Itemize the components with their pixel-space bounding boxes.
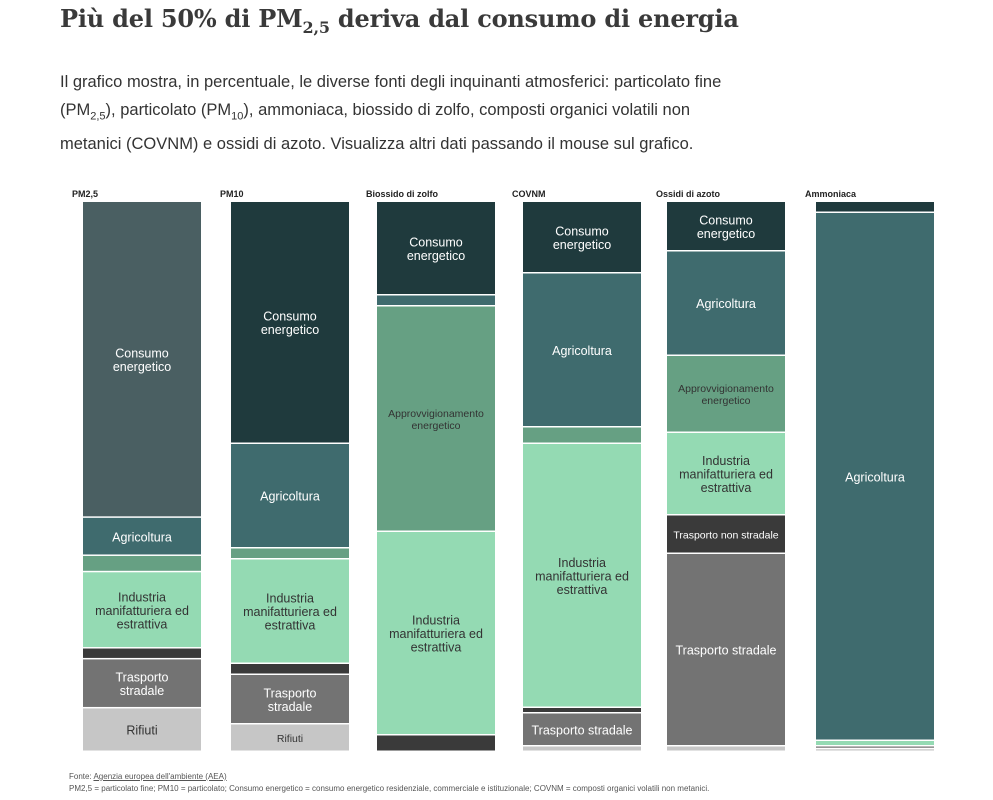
segment-label: Consumo energetico [113,347,171,375]
segment-industria-manifatturiera-ed-estrattiva[interactable] [816,741,934,745]
column-ossidi-di-azoto[interactable]: Ossidi di azoto Consumo energetico Agricolt… [656,189,785,751]
segment-trasporto-non-stradale[interactable] [83,648,201,658]
segment-rifiuti[interactable] [83,708,201,751]
segment-consumo-energetico[interactable] [231,202,349,443]
source-line: Fonte: Agenzia europea dell'ambiente (AE… [69,771,709,783]
segment-trasporto-non-stradale[interactable] [377,735,495,751]
column-title: Biossido di zolfo [366,189,438,199]
segment-label: Trasporto stradale [532,723,633,737]
segment-label: Agricoltura [112,530,172,544]
segment-label: Approvvigionamento energetico [678,383,774,407]
segment-label: Consumo energetico [553,224,611,252]
segment-agricoltura[interactable] [667,251,785,355]
segment-industria-manifatturiera-ed-estrattiva[interactable] [83,572,201,648]
segment-label: Consumo energetico [261,310,319,338]
segment-rifiuti[interactable] [523,746,641,751]
column-title: Ammoniaca [805,189,857,199]
segment-approvvigionamento-energetico[interactable] [231,548,349,559]
chart-description: Il grafico mostra, in percentuale, le di… [60,68,750,158]
segment-agricoltura[interactable] [83,517,201,555]
segment-agricoltura[interactable] [377,295,495,306]
segment-trasporto-non-stradale[interactable] [231,664,349,674]
segment-agricoltura[interactable] [231,444,349,547]
segment-label: Agricoltura [696,297,756,311]
title-subscript: 2,5 [302,17,330,37]
segment-trasporto-stradale[interactable] [83,659,201,707]
segment-label: Consumo energetico [407,235,465,263]
segment-trasporto-non-stradale[interactable] [523,708,641,712]
desc-part-3: ), ammoniaca, biossido di zolfo, compost… [60,101,694,154]
page-title: Più del 50% di PM2,5 deriva dal consumo … [60,4,739,37]
segment-trasporto-stradale[interactable] [523,713,641,746]
title-text-start: Più del 50% di PM [60,4,303,33]
segment-consumo-energetico[interactable] [523,202,641,272]
segment-label: Industria manifatturiera ed estrattiva [243,592,337,633]
column-pm10[interactable]: PM10 Consumo energetico Agricoltura Industri… [220,189,349,751]
segment-rifiuti[interactable] [231,724,349,751]
desc-subscript-2: 10 [231,110,244,123]
segment-label: Agricoltura [845,470,905,484]
desc-part-2: ), particolato (PM [105,101,232,119]
segment-label: Industria manifatturiera ed estrattiva [95,590,189,631]
column-title: PM10 [220,189,244,199]
column-pm2-5[interactable]: PM2,5 Consumo energetico Agricoltura Industr… [72,189,201,751]
footnote: PM2,5 = particolato fine; PM10 = partico… [69,784,710,793]
segment-label: Trasporto non stradale [673,529,778,541]
column-title: COVNM [512,189,546,199]
segment-industria-manifatturiera-ed-estrattiva[interactable] [523,444,641,707]
segment-rifiuti[interactable] [816,749,934,751]
segment-agricoltura[interactable] [523,273,641,427]
segment-label: Trasporto stradale [115,671,168,699]
segment-trasporto-stradale[interactable] [231,675,349,723]
desc-subscript-1: 2,5 [90,110,106,123]
segment-trasporto-stradale[interactable] [816,746,934,748]
segment-consumo-energetico[interactable] [667,202,785,250]
segment-consumo-energetico[interactable] [83,202,201,517]
chart-footer: Fonte: Agenzia europea dell'ambiente (AE… [69,771,709,795]
segment-label: Trasporto stradale [676,644,777,658]
column-title: PM2,5 [72,189,98,199]
segment-rifiuti[interactable] [667,746,785,751]
segment-label: Approvvigionamento energetico [388,408,484,432]
segment-agricoltura[interactable] [816,213,934,740]
segment-consumo-energetico[interactable] [377,202,495,294]
column-biossido-di-zolfo[interactable]: Biossido di zolfo Consumo energetico Approv… [366,189,495,751]
segment-approvvigionamento-energetico[interactable] [667,356,785,432]
segment-label: Agricoltura [260,490,320,504]
segment-approvvigionamento-energetico[interactable] [523,427,641,443]
segment-trasporto-non-stradale[interactable] [667,515,785,553]
segment-label: Agricoltura [552,344,612,358]
column-ammoniaca[interactable]: Ammoniaca Agricoltura [805,189,934,751]
segment-label: Rifiuti [277,733,303,745]
segment-industria-manifatturiera-ed-estrattiva[interactable] [377,532,495,734]
segment-label: Industria manifatturiera ed estrattiva [679,454,773,495]
column-title: Ossidi di azoto [656,189,721,199]
segment-industria-manifatturiera-ed-estrattiva[interactable] [667,433,785,514]
column-covnm[interactable]: COVNM Consumo energetico Agricoltura Industr… [512,189,641,751]
segment-label: Rifiuti [126,724,157,738]
source-link[interactable]: Agenzia europea dell'ambiente (AEA) [93,772,227,781]
segment-approvvigionamento-energetico[interactable] [377,306,495,531]
desc-part-1: Il grafico mostra, in percentuale, le di… [60,73,722,119]
stacked-bar-chart[interactable]: PM2,5 Consumo energetico Agricoltura Industr… [0,180,993,760]
segment-label: Trasporto stradale [263,686,316,714]
segment-trasporto-stradale[interactable] [667,554,785,745]
segment-label: Consumo energetico [697,213,755,241]
segment-industria-manifatturiera-ed-estrattiva[interactable] [231,559,349,663]
source-prefix: Fonte: [69,772,94,781]
segment-label: Industria manifatturiera ed estrattiva [535,556,629,597]
segment-approvvigionamento-energetico[interactable] [83,555,201,571]
segment-label: Industria manifatturiera ed estrattiva [389,614,483,655]
segment-consumo-energetico[interactable] [816,202,934,212]
title-text-end: deriva dal consumo di energia [329,4,739,33]
